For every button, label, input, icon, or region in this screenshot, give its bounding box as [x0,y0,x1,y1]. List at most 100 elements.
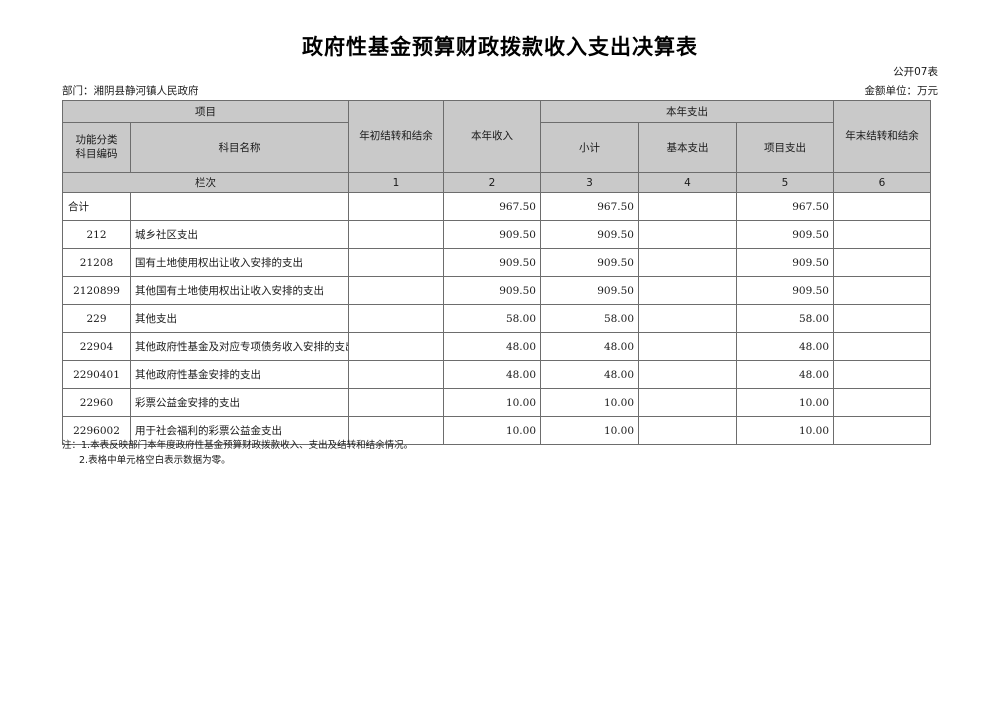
cell-function-code: 2296002 [62,416,131,445]
footnote-2: 2.表格中单元格空白表示数据为零。 [79,454,231,466]
header-function-code-line2: 科目编码 [75,147,118,160]
header-row-groups: 项目 年初结转和结余 本年收入 本年支出 年末结转和结余 [62,100,931,173]
column-number-4: 4 [638,172,737,193]
column-number-label: 栏次 [62,172,349,193]
cell-begin-balance [348,332,444,361]
header-subtotal: 小计 [540,122,639,173]
table-row: 2120899 其他国有土地使用权出让收入安排的支出 909.50 909.50 909… [62,276,931,305]
cell-income: 909.50 [443,276,541,305]
cell-end-balance [833,360,931,389]
cell-end-balance [833,248,931,277]
cell-begin-balance [348,388,444,417]
cell-subtotal: 10.00 [540,388,639,417]
header-income: 本年收入 [443,100,541,173]
cell-subtotal: 909.50 [540,276,639,305]
table-row: 22904 其他政府性基金及对应专项债务收入安排的支出 48.00 48.00 48.0… [62,332,931,361]
cell-income: 909.50 [443,248,541,277]
cell-begin-balance [348,220,444,249]
sheet-number: 公开07表 [893,66,938,78]
cell-income: 48.00 [443,332,541,361]
cell-end-balance [833,416,931,445]
header-begin-balance: 年初结转和结余 [348,100,444,173]
cell-function-code: 229 [62,304,131,333]
table-row: 22960 彩票公益金安排的支出 10.00 10.00 10.00 [62,388,931,417]
cell-function-code: 21208 [62,248,131,277]
cell-project-expenditure: 58.00 [736,304,834,333]
cell-end-balance [833,388,931,417]
cell-subtotal: 909.50 [540,220,639,249]
cell-project-expenditure: 10.00 [736,388,834,417]
page-title: 政府性基金预算财政拨款收入支出决算表 [302,34,698,59]
header-end-balance-text: 年末结转和结余 [845,129,919,142]
table-row: 合计 967.50 967.50 967.50 [62,192,931,221]
header-row-columns: 功能分类 科目编码 科目名称 小计 基本支出 项目支出 [62,122,931,173]
cell-income: 48.00 [443,360,541,389]
column-number-3: 3 [540,172,639,193]
header-group-project: 项目 [62,100,349,123]
table-row: 2290401 其他政府性基金安排的支出 48.00 48.00 48.00 [62,360,931,389]
cell-begin-balance [348,192,444,221]
table-row: 2296002 用于社会福利的彩票公益金支出 10.00 10.00 10.00 [62,416,931,445]
column-number-2: 2 [443,172,541,193]
header-row-column-numbers: 栏次 1 2 3 4 5 6 [62,172,931,193]
cell-begin-balance [348,248,444,277]
cell-subject-name: 国有土地使用权出让收入安排的支出 [130,248,349,277]
cell-function-code: 22960 [62,388,131,417]
footnote-1: 注：1.本表反映部门本年度政府性基金预算财政拨款收入、支出及结转和结余情况。 [62,440,414,451]
cell-basic-expenditure [638,332,737,361]
cell-basic-expenditure [638,416,737,445]
cell-income: 10.00 [443,388,541,417]
cell-subject-name: 其他政府性基金安排的支出 [130,360,349,389]
cell-basic-expenditure [638,192,737,221]
cell-subject-name: 城乡社区支出 [130,220,349,249]
budget-table: 项目 年初结转和结余 本年收入 本年支出 年末结转和结余 功能分类 科 [62,100,931,445]
header-group-expenditure: 本年支出 [540,100,834,123]
header-income-text: 本年收入 [471,129,513,142]
header-function-code: 功能分类 科目编码 [62,122,131,173]
cell-income: 909.50 [443,220,541,249]
cell-basic-expenditure [638,248,737,277]
cell-project-expenditure: 909.50 [736,276,834,305]
cell-begin-balance [348,276,444,305]
cell-project-expenditure: 967.50 [736,192,834,221]
budget-table-container: 项目 年初结转和结余 本年收入 本年支出 年末结转和结余 功能分类 科 [62,100,931,445]
column-number-5: 5 [736,172,834,193]
amount-unit-label: 金额单位：万元 [864,85,939,97]
cell-income: 967.50 [443,192,541,221]
cell-function-code: 212 [62,220,131,249]
cell-subtotal: 10.00 [540,416,639,445]
cell-project-expenditure: 48.00 [736,360,834,389]
cell-end-balance [833,192,931,221]
cell-subject-name: 其他国有土地使用权出让收入安排的支出 [130,276,349,305]
cell-end-balance [833,332,931,361]
cell-end-balance [833,304,931,333]
cell-function-code: 2120899 [62,276,131,305]
cell-project-expenditure: 909.50 [736,248,834,277]
cell-income: 10.00 [443,416,541,445]
cell-basic-expenditure [638,388,737,417]
cell-subtotal: 909.50 [540,248,639,277]
header-project-expenditure: 项目支出 [736,122,834,173]
cell-begin-balance [348,304,444,333]
cell-basic-expenditure [638,276,737,305]
table-head: 项目 年初结转和结余 本年收入 本年支出 年末结转和结余 功能分类 科 [62,100,931,193]
cell-subject-name: 其他政府性基金及对应专项债务收入安排的支出 [130,332,349,361]
cell-begin-balance [348,360,444,389]
table-row: 212 城乡社区支出 909.50 909.50 909.50 [62,220,931,249]
cell-project-expenditure: 48.00 [736,332,834,361]
column-number-1: 1 [348,172,444,193]
cell-begin-balance [348,416,444,445]
column-number-6: 6 [833,172,931,193]
cell-basic-expenditure [638,220,737,249]
cell-function-code: 22904 [62,332,131,361]
cell-end-balance [833,220,931,249]
cell-function-code: 合计 [62,192,131,221]
cell-subtotal: 48.00 [540,332,639,361]
cell-subject-name: 用于社会福利的彩票公益金支出 [130,416,349,445]
footnotes: 注：1.本表反映部门本年度政府性基金预算财政拨款收入、支出及结转和结余情况。 2… [62,439,413,468]
table-body: 合计 967.50 967.50 967.50 212 城乡社区支出 909.50 909.5… [62,192,931,445]
cell-function-code: 2290401 [62,360,131,389]
table-row: 229 其他支出 58.00 58.00 58.00 [62,304,931,333]
header-begin-balance-text: 年初结转和结余 [359,129,433,142]
